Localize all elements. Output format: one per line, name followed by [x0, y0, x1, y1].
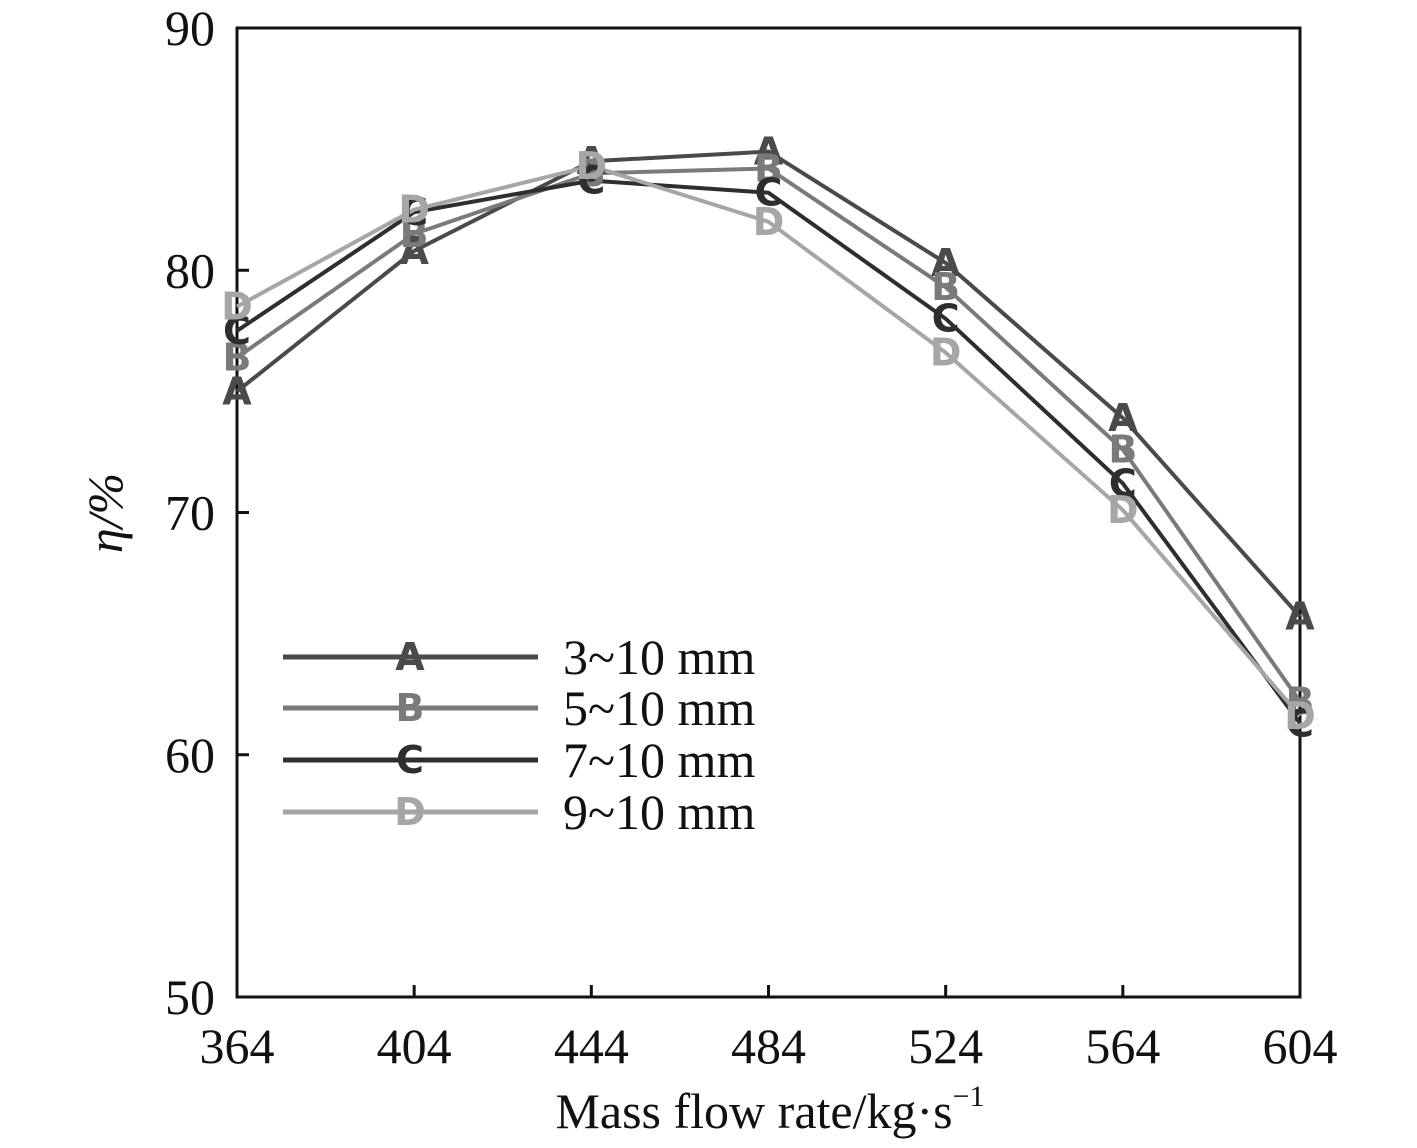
data-point-a: A: [399, 229, 429, 273]
legend-marker-b: B: [396, 686, 425, 730]
legend-marker-a: A: [395, 635, 425, 679]
data-point-d: D: [1284, 694, 1316, 738]
x-tick-label: 524: [908, 1018, 983, 1074]
x-axis-title-superscript: −1: [953, 1080, 985, 1113]
y-tick-label: 90: [165, 0, 215, 56]
data-point-b: B: [577, 151, 606, 195]
data-point-d: D: [576, 144, 608, 188]
series-line-b: [235, 166, 1302, 703]
series-line-c: [235, 178, 1302, 725]
legend-label-c: 7~10 mm: [563, 732, 755, 788]
x-tick-label: 444: [554, 1018, 629, 1074]
data-point-c: C: [1286, 701, 1314, 745]
data-point-a: A: [577, 139, 607, 183]
data-point-b: B: [400, 212, 429, 256]
x-tick-label: 564: [1085, 1018, 1160, 1074]
y-tick-label: 70: [165, 485, 215, 541]
data-point-b: B: [1286, 679, 1315, 723]
data-point-c: C: [577, 159, 605, 203]
y-axis: 50 60 70 80 90: [165, 0, 249, 1025]
data-point-a: A: [222, 369, 252, 413]
data-point-b: B: [223, 335, 252, 379]
y-tick-label: 80: [165, 242, 215, 298]
data-point-c: C: [1109, 461, 1137, 505]
y-tick-label: 60: [165, 727, 215, 783]
data-point-d: D: [398, 188, 430, 232]
legend-label-b: 5~10 mm: [563, 680, 755, 736]
x-axis-title: Mass flow rate/kg·s−1: [555, 1080, 984, 1139]
data-point-d: D: [753, 200, 785, 244]
data-point-a: A: [931, 241, 961, 285]
data-point-b: B: [931, 265, 960, 309]
data-point-a: A: [754, 130, 784, 174]
x-tick-label: 604: [1263, 1018, 1338, 1074]
y-tick-label: 50: [165, 969, 215, 1025]
legend-label-a: 3~10 mm: [563, 629, 755, 685]
data-point-d: D: [1107, 488, 1139, 532]
x-axis: 364 404 444 484 524 564 604: [200, 985, 1338, 1074]
y-axis-title: η/%: [77, 473, 133, 553]
data-point-d: D: [930, 331, 962, 375]
data-point-a: A: [1285, 595, 1315, 639]
series-line-d: [236, 164, 1302, 718]
legend-marker-d: D: [394, 790, 426, 834]
x-tick-label: 404: [377, 1018, 452, 1074]
data-point-b: B: [754, 147, 783, 191]
legend: A 3~10 mm B 5~10 mm C 7~10 mm D 9~10 mm: [283, 629, 755, 840]
x-tick-label: 364: [200, 1018, 275, 1074]
legend-marker-c: C: [396, 738, 424, 782]
legend-label-d: 9~10 mm: [563, 784, 755, 840]
data-point-c: C: [223, 309, 251, 353]
data-point-c: C: [932, 297, 960, 341]
x-tick-label: 484: [731, 1018, 806, 1074]
data-point-c: C: [400, 190, 428, 234]
data-point-c: C: [755, 171, 783, 215]
data-point-a: A: [1108, 396, 1138, 440]
data-point-d: D: [221, 285, 253, 329]
data-point-b: B: [1108, 428, 1137, 472]
series-line-a: [235, 149, 1302, 618]
